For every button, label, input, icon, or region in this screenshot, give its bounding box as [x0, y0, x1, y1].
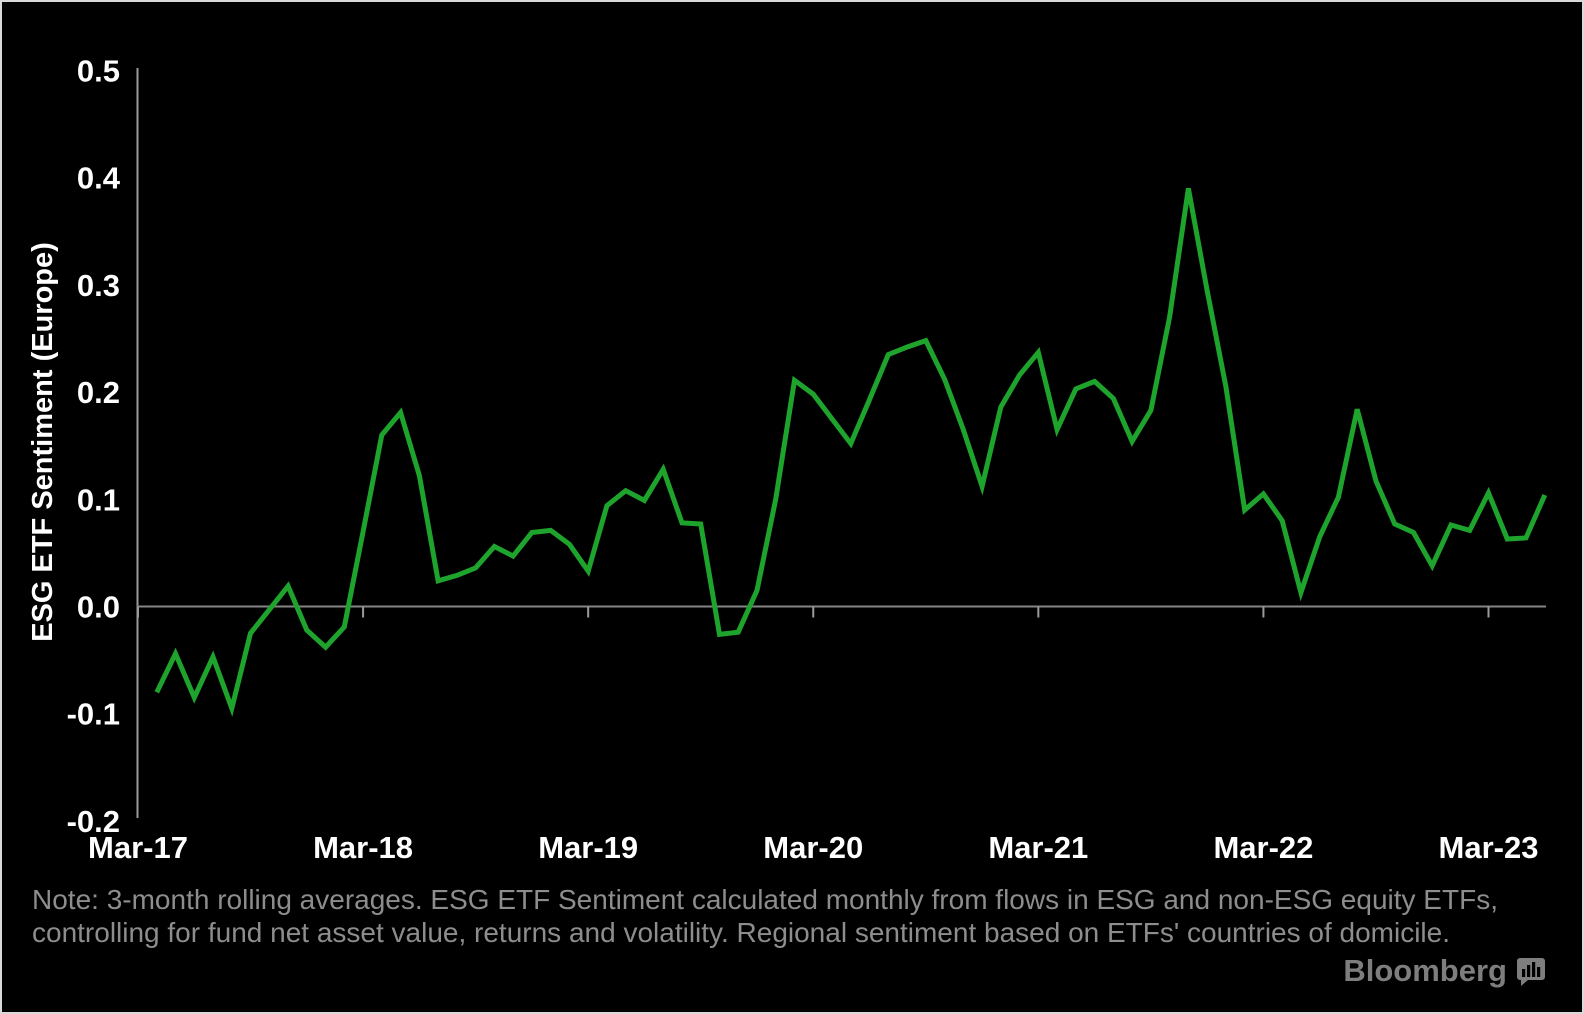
y-tick-label: -0.2 — [67, 804, 120, 839]
y-axis-title: ESG ETF Sentiment (Europe) — [27, 242, 59, 642]
esg-sentiment-line — [154, 187, 1548, 717]
y-tick-label: 0.2 — [77, 375, 120, 410]
y-tick-label: 0.4 — [77, 161, 121, 196]
x-tick-label: Mar-20 — [763, 830, 863, 865]
x-axis-tick-labels: Mar-17 Mar-18 Mar-19 Mar-20 Mar-21 Mar-22 Mar-… — [88, 830, 1538, 865]
y-tick-label: 0.1 — [77, 482, 120, 517]
y-axis-tick-labels: 0.5 0.4 0.3 0.2 0.1 0.0 -0.1 -0.2 — [67, 54, 121, 839]
y-tick-label: -0.1 — [67, 697, 120, 732]
x-tick-label: Mar-21 — [988, 830, 1088, 865]
x-tick-label: Mar-18 — [313, 830, 413, 865]
x-axis-ticks — [137, 606, 1490, 618]
x-tick-label: Mar-17 — [88, 830, 188, 865]
footnote-line-1: Note: 3-month rolling averages. ESG ETF … — [32, 884, 1498, 915]
x-tick-label: Mar-19 — [538, 830, 638, 865]
x-tick-label: Mar-23 — [1439, 830, 1539, 865]
chart-footnote: Note: 3-month rolling averages. ESG ETF … — [32, 883, 1498, 949]
x-tick-label: Mar-22 — [1213, 830, 1313, 865]
bloomberg-terminal-icon — [1517, 958, 1545, 986]
footnote-line-2: controlling for fund net asset value, re… — [32, 917, 1451, 948]
y-tick-label: 0.3 — [77, 268, 120, 303]
bloomberg-logo-text: Bloomberg — [1343, 953, 1507, 988]
y-tick-label: 0.5 — [77, 54, 120, 89]
y-tick-label: 0.0 — [77, 590, 120, 625]
bloomberg-branding: Bloomberg — [1343, 953, 1546, 989]
